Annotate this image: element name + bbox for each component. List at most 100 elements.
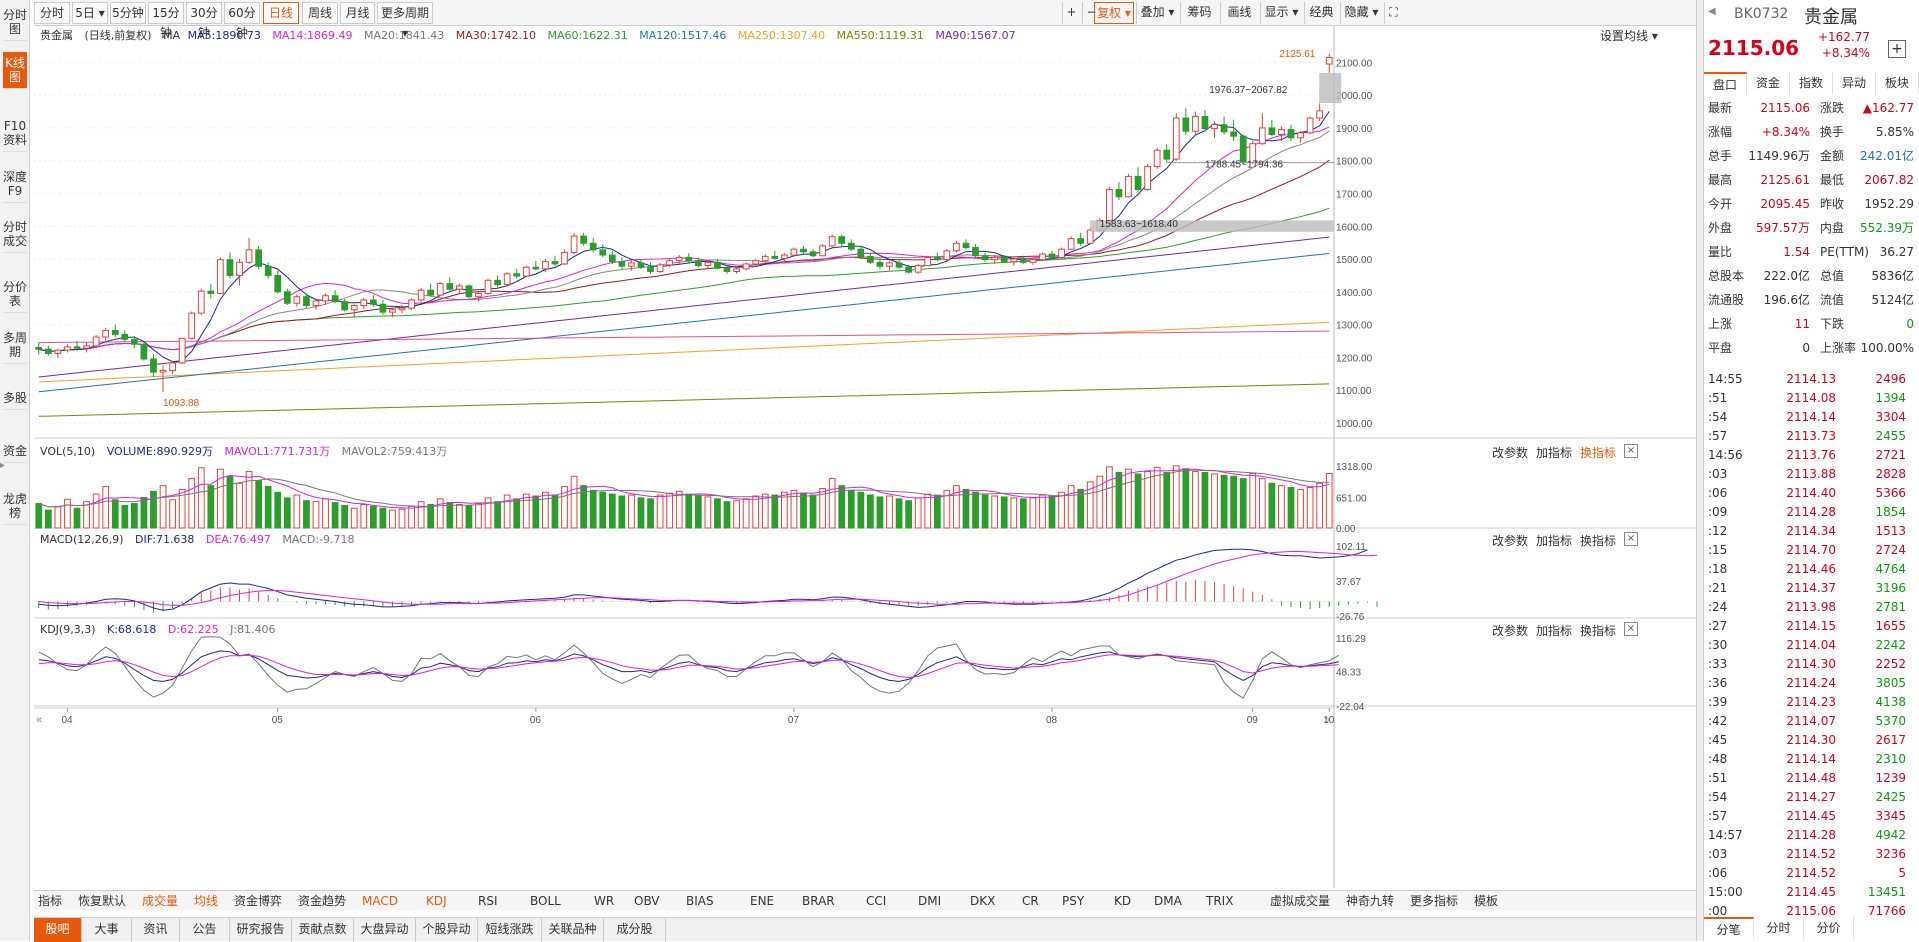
right-bottom-tab-1[interactable]: 分时 [1754, 917, 1804, 939]
bottom-tab-0[interactable]: 股吧 [34, 918, 82, 942]
toolbar-display-button[interactable]: 显示 ▾ [1260, 2, 1302, 24]
candle-body [723, 267, 731, 272]
kline-chart[interactable]: 2100.00 2000.00 1900.00 1800.00 1700.00 1600.… [34, 26, 1696, 888]
rail-item-1[interactable]: K线图 [3, 52, 27, 89]
period-tab-1[interactable]: 5日 ▾ [72, 2, 108, 24]
indicator-tab-5[interactable]: 资金趋势 [298, 894, 347, 908]
collapse-toolbar-icon[interactable]: ⛶ [1384, 2, 1402, 24]
indicator-tab-2[interactable]: 成交量 [142, 894, 179, 908]
candle-body [513, 273, 521, 277]
macd-close-icon[interactable]: × [1624, 532, 1638, 546]
indicator-tab-12[interactable]: BIAS [686, 894, 714, 908]
indicator-tab-4[interactable]: 资金博弈 [234, 894, 283, 908]
toolbar-draw-button[interactable]: 画线 [1220, 2, 1258, 24]
indicator-tab-13[interactable]: ENE [750, 894, 775, 908]
toolbar-hide-button[interactable]: 隐藏 ▾ [1340, 2, 1382, 24]
bottom-tab-2[interactable]: 资讯 [132, 918, 180, 942]
indicator-tab-16[interactable]: DMI [918, 894, 942, 908]
scroll-left-icon[interactable]: « [36, 714, 42, 726]
toolbar-classic-button[interactable]: 经典 [1304, 2, 1338, 24]
indicator-tab-11[interactable]: OBV [634, 894, 660, 908]
bottom-tab-3[interactable]: 公告 [180, 918, 230, 942]
rail-item-6[interactable]: 多周期 [3, 327, 27, 364]
toolbar-chips-button[interactable]: 筹码 [1180, 2, 1218, 24]
indicator-tab-19[interactable]: PSY [1062, 894, 1085, 908]
quote-tab-3[interactable]: 异动 [1833, 72, 1876, 94]
rail-item-8[interactable]: 资金 [3, 440, 27, 463]
indicator-tab-17[interactable]: DKX [970, 894, 996, 908]
indicator-tab-6[interactable]: MACD [362, 894, 398, 908]
rail-item-9[interactable]: 龙虎榜 [3, 488, 27, 525]
quote-tab-4[interactable]: 板块 [1876, 72, 1919, 94]
indicator-tab-21[interactable]: DMA [1154, 894, 1182, 908]
bottom-tab-8[interactable]: 短线涨跌 [478, 918, 542, 942]
toolbar-plus-button[interactable]: + [1062, 2, 1080, 24]
kdj-swap-button[interactable]: 换指标 [1580, 624, 1617, 638]
indicator-tab-10[interactable]: WR [594, 894, 615, 908]
indicator-tab-1[interactable]: 恢复默认 [78, 894, 127, 908]
bottom-tab-5[interactable]: 贡献点数 [292, 918, 354, 942]
add-watchlist-button[interactable]: + [1888, 40, 1906, 58]
bottom-tab-10[interactable]: 成分股 [604, 918, 666, 942]
right-bottom-tab-2[interactable]: 分价 [1804, 917, 1854, 939]
rail-item-0[interactable]: 分时图 [3, 4, 27, 41]
indicator-tab-26[interactable]: 模板 [1474, 894, 1499, 908]
indicator-tab-24[interactable]: 神奇九转 [1346, 894, 1395, 908]
indicator-tab-20[interactable]: KD [1114, 894, 1132, 908]
indicator-tab-9[interactable]: BOLL [530, 894, 561, 908]
prev-arrow-icon[interactable]: ◀ [1708, 6, 1716, 17]
quote-tab-2[interactable]: 指数 [1790, 72, 1833, 94]
rail-item-7[interactable]: 多股 [3, 387, 27, 410]
indicator-tab-15[interactable]: CCI [866, 894, 887, 908]
kdj-close-icon[interactable]: × [1624, 622, 1638, 636]
vol-close-icon[interactable]: × [1624, 444, 1638, 458]
toolbar-overlay-button[interactable]: 叠加 ▾ [1136, 2, 1178, 24]
right-bottom-tab-0[interactable]: 分笔 [1704, 917, 1754, 939]
period-tab-9[interactable]: 更多周期 ▾ [377, 2, 433, 40]
set-ma-button[interactable]: 设置均线 ▾ [1600, 29, 1658, 43]
rail-item-4[interactable]: 分时成交 [3, 216, 27, 253]
period-tab-4[interactable]: 30分钟 [186, 2, 222, 40]
period-tab-3[interactable]: 15分钟 [148, 2, 184, 40]
macd-swap-button[interactable]: 换指标 [1580, 534, 1617, 548]
rail-item-5[interactable]: 分价表 [3, 276, 27, 313]
bottom-tab-1[interactable]: 大事 [82, 918, 132, 942]
indicator-tab-22[interactable]: TRIX [1206, 894, 1234, 908]
volume-bar [140, 496, 148, 529]
panel-divider[interactable] [1696, 0, 1704, 941]
chart-area[interactable]: 2100.00 2000.00 1900.00 1800.00 1700.00 1600.… [34, 26, 1696, 908]
indicator-tab-25[interactable]: 更多指标 [1410, 894, 1459, 908]
period-tab-5[interactable]: 60分钟 [224, 2, 260, 40]
rail-item-2[interactable]: F10资料 [3, 115, 27, 152]
kdj-params-button[interactable]: 改参数 [1492, 624, 1529, 638]
macd-add-button[interactable]: 加指标 [1536, 534, 1573, 548]
period-tab-2[interactable]: 5分钟 [110, 2, 146, 24]
period-tab-7[interactable]: 周线 [302, 2, 338, 24]
indicator-tab-7[interactable]: KDJ [426, 894, 447, 908]
rail-item-3[interactable]: 深度F9 [3, 166, 27, 203]
quote-tab-1[interactable]: 资金 [1747, 72, 1790, 94]
scroll-right-icon[interactable]: » [1324, 714, 1330, 726]
indicator-tab-14[interactable]: BRAR [802, 894, 835, 908]
indicator-tab-0[interactable]: 指标 [38, 894, 63, 908]
toolbar-adjust-button[interactable]: 复权 ▾ [1094, 2, 1134, 24]
period-tab-6[interactable]: 日线 [263, 2, 299, 24]
indicator-tab-18[interactable]: CR [1022, 894, 1039, 908]
bottom-tab-7[interactable]: 个股异动 [416, 918, 478, 942]
collapse-left-icon[interactable]: ▸ [0, 460, 6, 471]
period-tab-8[interactable]: 月线 [340, 2, 375, 24]
bottom-tab-4[interactable]: 研究报告 [230, 918, 292, 942]
indicator-tab-3[interactable]: 均线 [194, 894, 219, 908]
quote-tab-0[interactable]: 盘口 [1704, 72, 1747, 94]
macd-params-button[interactable]: 改参数 [1492, 534, 1529, 548]
kdj-add-button[interactable]: 加指标 [1536, 624, 1573, 638]
bottom-tab-6[interactable]: 大盘异动 [354, 918, 416, 942]
period-tab-0[interactable]: 分时 [34, 2, 70, 24]
bottom-tab-9[interactable]: 关联品种 [542, 918, 604, 942]
toolbar-minus-button[interactable]: − [1082, 2, 1100, 24]
indicator-tab-23[interactable]: 虚拟成交量 [1270, 894, 1331, 908]
vol-swap-button[interactable]: 换指标 [1580, 446, 1617, 460]
indicator-tab-8[interactable]: RSI [478, 894, 498, 908]
vol-add-button[interactable]: 加指标 [1536, 446, 1573, 460]
vol-params-button[interactable]: 改参数 [1492, 446, 1529, 460]
